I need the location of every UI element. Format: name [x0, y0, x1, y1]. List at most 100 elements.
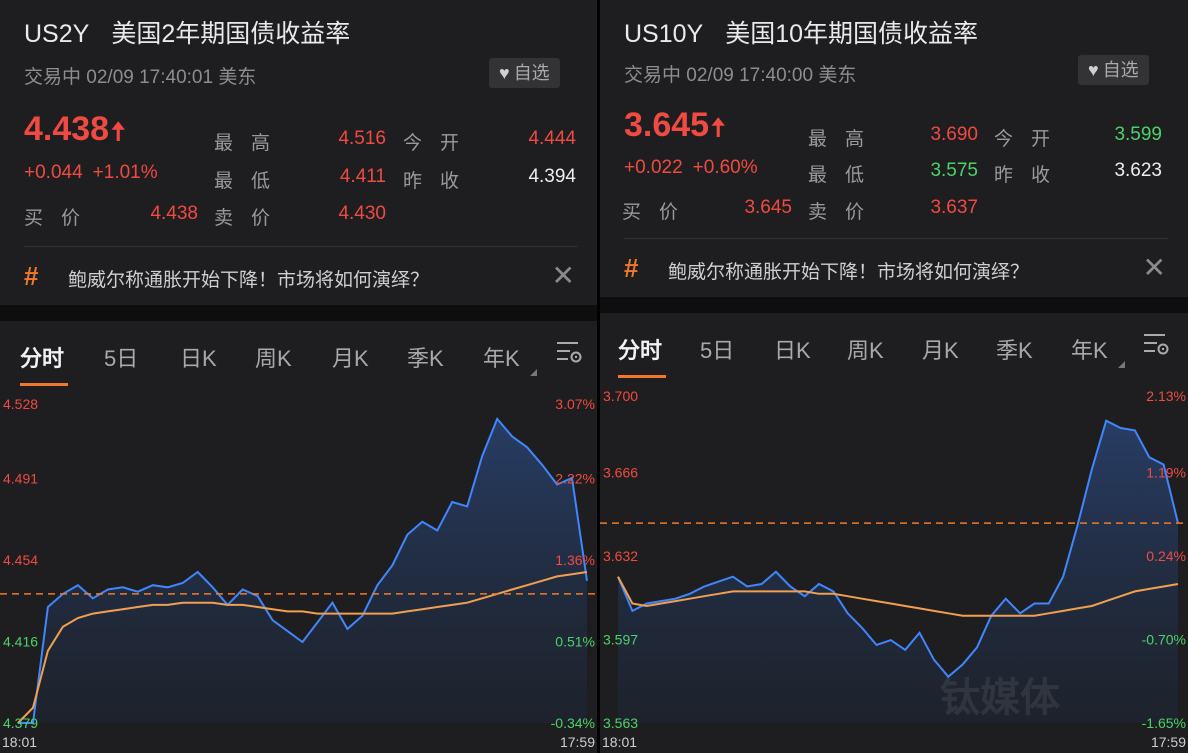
chart-settings-icon[interactable]: [554, 337, 584, 367]
low-label: 最低: [808, 165, 883, 186]
topic-banner[interactable]: # 鲍威尔称通胀开始下降！市场将如何演绎？ ✕: [600, 239, 1188, 297]
open-value: 3.599: [1114, 124, 1162, 145]
bid-value: 4.438: [150, 203, 198, 224]
high-label: 最高: [214, 133, 289, 154]
dropdown-corner-icon: [1118, 361, 1125, 368]
close-icon[interactable]: ✕: [551, 260, 575, 291]
topic-banner[interactable]: # 鲍威尔称通胀开始下降！市场将如何演绎？ ✕: [0, 247, 597, 305]
add-favorite-button[interactable]: ♥ 自选: [489, 58, 560, 88]
chart-period-tabs: 分时 5日 日K 周K 月K 季K 年K: [600, 313, 1188, 381]
price-line: [617, 419, 1179, 679]
instrument-title: US2Y 美国2年期国债收益率: [24, 14, 350, 50]
open-label: 今开: [403, 133, 478, 154]
quote-header: US10Y 美国10年期国债收益率 交易中 02/09 17:40:00 美东 ♥…: [600, 0, 1188, 245]
quote-header: US2Y 美国2年期国债收益率 交易中 02/09 17:40:01 美东 ♥ 自选…: [0, 0, 597, 245]
tab-yearly-k[interactable]: 年K: [1071, 338, 1108, 363]
tab-daily-k[interactable]: 日K: [180, 346, 217, 371]
change-percent: +1.01%: [92, 162, 158, 183]
y-tick-label: 3.597: [603, 632, 638, 648]
panel-us10y: US10Y 美国10年期国债收益率 交易中 02/09 17:40:00 美东 ♥…: [600, 0, 1188, 753]
pct-tick-label: 3.07%: [555, 396, 595, 412]
heart-icon: ♥: [1088, 60, 1099, 80]
trading-status: 交易中 02/09 17:40:00 美东: [624, 65, 857, 86]
hashtag-icon: #: [24, 261, 39, 291]
up-arrow-icon: 🠅: [111, 116, 126, 146]
y-tick-label: 3.563: [603, 715, 638, 731]
low-value: 3.575: [930, 160, 978, 181]
intraday-chart-svg: 4.528 3.07% 4.491 2.22% 4.454 1.36% 4.416 0.51%…: [0, 396, 595, 750]
tab-yearly-k[interactable]: 年K: [483, 346, 520, 371]
pct-tick-label: -0.34%: [551, 715, 595, 731]
price-area: [18, 418, 587, 723]
price-line: [18, 416, 588, 724]
tab-intraday[interactable]: 分时: [618, 338, 663, 363]
topic-text: 鲍威尔称通胀开始下降！市场将如何演绎？: [68, 270, 430, 291]
tab-weekly-k[interactable]: 周K: [255, 346, 292, 371]
hashtag-icon: #: [624, 253, 639, 283]
pct-tick-label: 1.19%: [1146, 465, 1186, 481]
tab-quarterly-k[interactable]: 季K: [407, 346, 444, 371]
instrument-title: US10Y 美国10年期国债收益率: [624, 14, 978, 50]
section-gap: [600, 297, 1188, 313]
high-value: 4.516: [338, 128, 386, 149]
intraday-chart-svg: 3.700 2.13% 3.666 1.19% 3.632 0.24% 3.597 -0.70…: [600, 388, 1186, 750]
price-area: [618, 420, 1178, 723]
topic-text: 鲍威尔称通胀开始下降！市场将如何演绎？: [668, 262, 1030, 283]
open-value: 4.444: [528, 128, 576, 149]
time-start-label: 18:01: [602, 734, 637, 750]
change-percent: +0.60%: [692, 157, 758, 178]
time-end-label: 17:59: [560, 734, 595, 750]
intraday-chart[interactable]: 4.528 3.07% 4.491 2.22% 4.454 1.36% 4.416 0.51%…: [0, 389, 597, 753]
tab-quarterly-k[interactable]: 季K: [996, 338, 1033, 363]
divider: [24, 246, 577, 247]
pct-tick-label: -1.65%: [1142, 715, 1186, 731]
tab-intraday[interactable]: 分时: [20, 346, 65, 371]
chart-settings-icon[interactable]: [1141, 329, 1171, 359]
add-favorite-button[interactable]: ♥ 自选: [1078, 55, 1149, 85]
price-value: 3.645: [624, 106, 710, 144]
pct-tick-label: 1.36%: [555, 552, 595, 568]
low-label: 最低: [214, 171, 289, 192]
heart-icon: ♥: [499, 63, 510, 83]
change-value: +0.022: [624, 157, 683, 178]
section-gap: [0, 305, 597, 321]
instrument-code: US2Y: [24, 20, 90, 48]
open-label: 今开: [994, 129, 1069, 150]
tab-weekly-k[interactable]: 周K: [847, 338, 884, 363]
instrument-code: US10Y: [624, 20, 704, 48]
close-icon[interactable]: ✕: [1142, 252, 1166, 283]
high-value: 3.690: [930, 124, 978, 145]
last-price: 3.645🠅: [624, 106, 725, 153]
tab-daily-k[interactable]: 日K: [774, 338, 811, 363]
y-tick-label: 3.700: [603, 388, 638, 404]
prev-close-label: 昨收: [403, 171, 478, 192]
pct-tick-label: 0.51%: [555, 634, 595, 650]
tab-monthly-k[interactable]: 月K: [332, 346, 369, 371]
ask-value: 4.430: [338, 203, 386, 224]
y-tick-label: 3.632: [603, 548, 638, 564]
low-value: 4.411: [339, 166, 386, 187]
chart-period-tabs: 分时 5日 日K 周K 月K 季K 年K: [0, 321, 597, 389]
prev-close-label: 昨收: [994, 165, 1069, 186]
last-price: 4.438🠅: [24, 110, 125, 157]
y-tick-label: 3.666: [603, 465, 638, 481]
prev-close-value: 3.623: [1114, 160, 1162, 181]
pct-tick-label: -0.70%: [1142, 632, 1186, 648]
prev-close-value: 4.394: [528, 166, 576, 187]
y-tick-label: 4.416: [3, 634, 38, 650]
active-tab-indicator: [618, 375, 666, 378]
average-line: [17, 571, 588, 724]
tab-5day[interactable]: 5日: [700, 338, 735, 363]
high-label: 最高: [808, 129, 883, 150]
trading-status: 交易中 02/09 17:40:01 美东: [24, 67, 257, 88]
tab-monthly-k[interactable]: 月K: [922, 338, 959, 363]
tab-5day[interactable]: 5日: [104, 346, 139, 371]
panel-us2y: US2Y 美国2年期国债收益率 交易中 02/09 17:40:01 美东 ♥ 自选…: [0, 0, 597, 753]
price-change: +0.022 +0.60%: [624, 157, 758, 179]
intraday-chart[interactable]: 3.700 2.13% 3.666 1.19% 3.632 0.24% 3.597 -0.70…: [600, 381, 1188, 753]
favorite-label: 自选: [513, 63, 550, 83]
price-change: +0.044 +1.01%: [24, 162, 158, 184]
bid-label: 买价: [24, 208, 99, 229]
average-line: [617, 576, 1179, 617]
instrument-name: 美国2年期国债收益率: [111, 20, 351, 48]
